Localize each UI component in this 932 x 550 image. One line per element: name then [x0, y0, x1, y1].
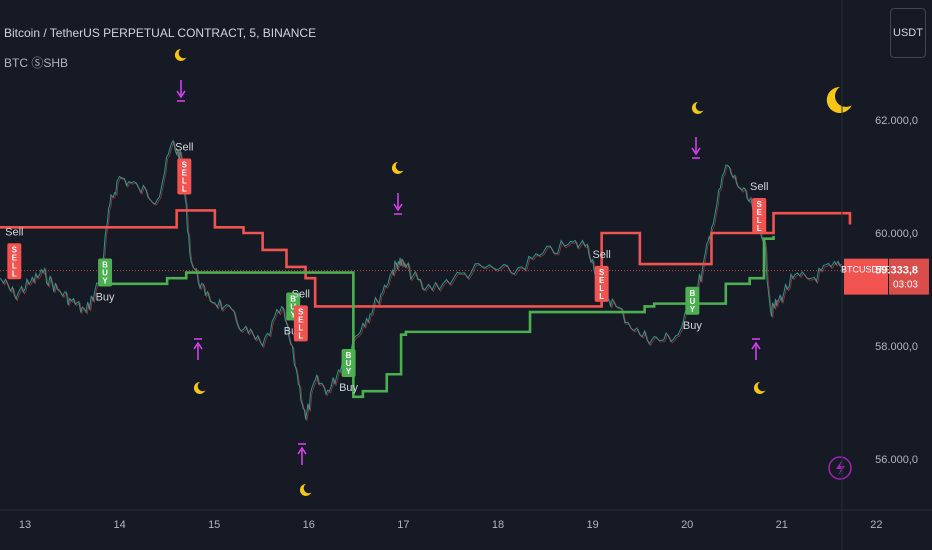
signal-box-letter: L [12, 269, 17, 278]
signal-box-letter: S [298, 307, 304, 316]
down-arrow-head [691, 147, 701, 156]
y-tick-label: 58.000,0 [875, 341, 918, 353]
band-layer [0, 209, 852, 399]
upper-band-line [0, 209, 852, 308]
signal-box-letter: L [298, 331, 303, 340]
signal-box-letter: Y [690, 305, 696, 314]
x-tick-label: 21 [776, 519, 788, 531]
x-tick-label: 13 [19, 519, 31, 531]
signal-box-letter: L [757, 216, 762, 225]
signal-box-letter: S [12, 245, 18, 254]
signal-box [341, 348, 356, 377]
signal-box-letter: U [290, 302, 296, 311]
marker-layer [174, 48, 852, 496]
signal-box-letter: L [757, 224, 762, 233]
buy-label: Buy [96, 292, 115, 304]
signal-box-letter: L [599, 284, 604, 293]
up-arrow-head [751, 341, 761, 350]
chart-symbol-title: Bitcoin / TetherUS PERPETUAL CONTRACT, 5… [4, 26, 317, 40]
signal-box-letter: Y [102, 277, 108, 286]
signal-box-letter: B [346, 351, 352, 360]
moon-icon [753, 381, 766, 394]
price-tag-countdown: 03:03 [893, 280, 918, 291]
signal-box-letter: E [599, 276, 605, 285]
x-tick-label: 18 [492, 519, 504, 531]
lightning-icon [828, 456, 852, 480]
signal-box-letter: E [182, 169, 188, 178]
up-arrow-head [193, 341, 203, 350]
x-tick-label: 15 [208, 519, 220, 531]
signal-box-letter: S [182, 161, 188, 170]
signal-box-letter: Y [291, 310, 297, 319]
signal-box-letter: L [182, 177, 187, 186]
indicator-name: BTC ⓈSHB [4, 56, 69, 70]
down-arrow-head [393, 203, 403, 212]
signal-layer: SELLSellBUYBuySELLSellBUYBuySELLSellBUYB… [5, 142, 768, 394]
sell-label: Sell [5, 226, 23, 238]
price-tag-value: 59.333,8 [875, 265, 918, 277]
signal-box-letter: E [757, 208, 763, 217]
x-tick-label: 17 [397, 519, 409, 531]
price-tag-value-bg [889, 258, 929, 295]
x-tick-label: 19 [586, 519, 598, 531]
signal-box-letter: Y [346, 367, 352, 376]
moon-icon [193, 381, 206, 394]
buy-label: Buy [339, 382, 358, 394]
y-tick-label: 60.000,0 [875, 228, 918, 240]
signal-box-letter: U [346, 359, 352, 368]
y-tick-label: 56.000,0 [875, 454, 918, 466]
moon-icon [174, 48, 187, 61]
signal-box [594, 265, 609, 302]
lower-band-line [105, 235, 775, 399]
y-tick-label: 62.000,0 [875, 115, 918, 127]
signal-box-letter: B [102, 261, 108, 270]
signal-box-letter: B [290, 294, 296, 303]
x-tick-label: 14 [113, 519, 125, 531]
signal-box [752, 198, 767, 235]
x-tick-label: 20 [681, 519, 693, 531]
price-line-shadow [0, 141, 847, 421]
x-tick-label: 22 [870, 519, 882, 531]
moon-icon [299, 483, 312, 496]
sell-label: Sell [750, 181, 768, 193]
signal-box-letter: S [757, 200, 763, 209]
signal-box-letter: S [599, 268, 605, 277]
sell-label: Sell [292, 288, 310, 300]
moon-icon [826, 86, 852, 113]
signal-box-letter: L [12, 261, 17, 270]
up-arrow-head [297, 446, 307, 455]
signal-box-letter: U [102, 269, 108, 278]
price-tag [844, 258, 888, 295]
moon-icon [391, 161, 404, 174]
price-tag-symbol: BTCUSDT.P [841, 265, 891, 275]
signal-box [98, 258, 113, 287]
price-line-layer [0, 139, 847, 421]
signal-box [177, 158, 192, 195]
lightning-bolt [836, 460, 845, 476]
sell-label: Sell [175, 142, 193, 154]
signal-box [685, 286, 700, 315]
signal-box-letter: E [12, 253, 18, 262]
signal-box-letter: L [182, 185, 187, 194]
buy-label: Buy [683, 320, 702, 332]
moon-icon [691, 101, 704, 114]
signal-box [7, 243, 22, 280]
signal-box [293, 305, 308, 342]
signal-box-letter: E [298, 315, 304, 324]
x-tick-label: 16 [303, 519, 315, 531]
signal-box-letter: L [298, 323, 303, 332]
currency-button[interactable]: USDT [890, 8, 926, 58]
price-line [0, 139, 846, 420]
sell-label: Sell [592, 249, 610, 261]
signal-box-letter: U [689, 297, 695, 306]
down-arrow-head [176, 90, 186, 99]
signal-box-letter: B [689, 289, 695, 298]
signal-box-letter: L [599, 292, 604, 301]
